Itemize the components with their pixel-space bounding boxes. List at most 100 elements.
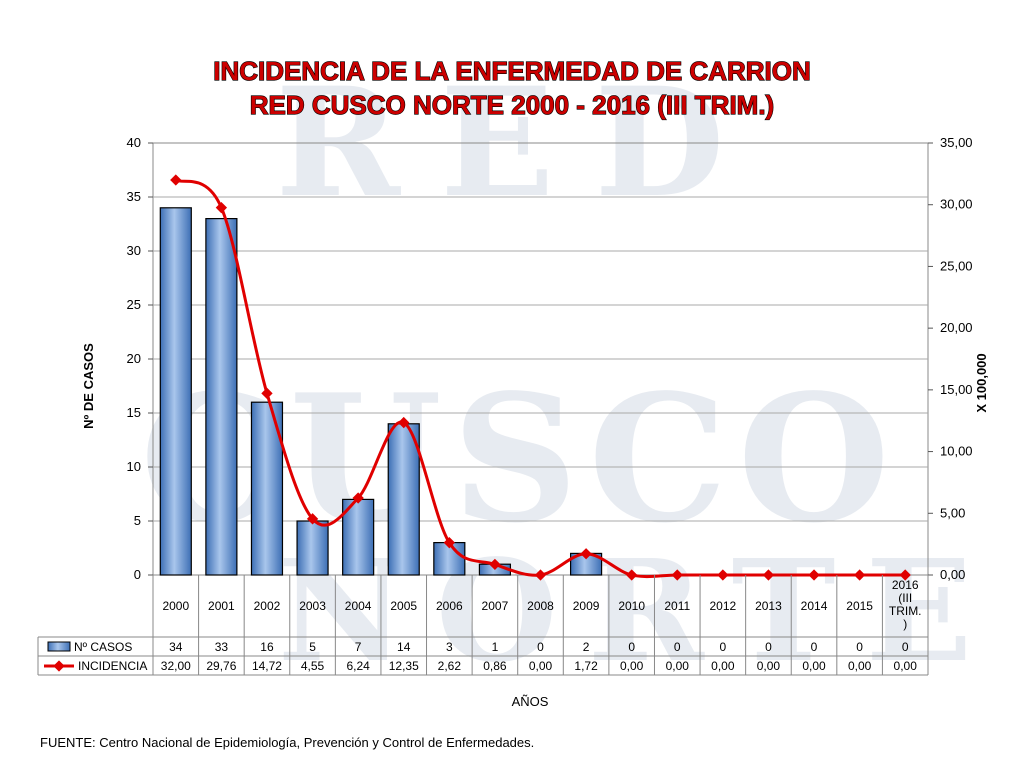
bar-2005 [387, 423, 420, 576]
y2-tick-label: 0,00 [940, 567, 965, 582]
table-cell-casos-2009: 2 [583, 640, 590, 654]
incidence-point-2015 [853, 569, 866, 581]
y2-tick-label: 25,00 [940, 258, 973, 273]
incidence-point-2005 [398, 416, 410, 429]
incidence-point-2008 [534, 569, 547, 581]
y2-tick-label: 20,00 [940, 320, 973, 335]
x-category-label-2011: 2011 [664, 599, 690, 613]
table-cell-casos-2002: 16 [260, 640, 274, 654]
data-table: 2000 2001 2002 2003 2004 2005 2006 2007 2008 2009… [37, 575, 929, 676]
incidence-point-2002 [261, 387, 273, 399]
incidence-point-2003 [306, 513, 319, 525]
y2-tick-label: 15,00 [940, 382, 973, 397]
incidence-point-2000 [170, 174, 182, 186]
table-cell-casos-2008: 0 [537, 640, 544, 654]
y-tick-label: 25 [127, 297, 141, 312]
table-cell-incidencia-2013: 0,00 [757, 659, 781, 673]
table-cell-casos-2016 (III TRIM.): 0 [902, 640, 909, 654]
table-cell-casos-2006: 3 [446, 640, 453, 654]
table-cell-casos-2004: 7 [355, 640, 362, 654]
y-tick-label: 5 [134, 513, 141, 528]
chart-title-line-1: INCIDENCIA DE LA ENFERMEDAD DE CARRION [213, 56, 811, 86]
chart-title-line-2: RED CUSCO NORTE 2000 - 2016 (III TRIM.) [250, 90, 774, 120]
incidence-point-2012 [717, 569, 729, 581]
table-cell-casos-2010: 0 [628, 640, 635, 654]
incidence-point-2007 [489, 558, 501, 571]
x-category-label-2012: 2012 [710, 599, 737, 613]
x-axis-title: AÑOS [512, 694, 549, 709]
table-cell-incidencia-2000: 32,00 [161, 659, 191, 673]
bar-2003 [296, 520, 329, 576]
table-cell-incidencia-2011: 0,00 [666, 659, 690, 673]
x-category-label-2015: 2015 [846, 599, 873, 613]
table-cell-incidencia-2015: 0,00 [848, 659, 872, 673]
incidence-point-2001 [215, 202, 228, 214]
table-cell-casos-2003: 5 [309, 640, 316, 654]
legend-bar-label: Nº CASOS [74, 640, 132, 654]
table-cell-casos-2014: 0 [811, 640, 818, 654]
x-category-label-2010: 2010 [618, 599, 645, 613]
x-category-label-2000: 2000 [162, 599, 189, 613]
bar-2004 [342, 498, 375, 576]
legend-bar-key [47, 641, 71, 652]
bar-2001 [205, 218, 238, 576]
table-cell-casos-2015: 0 [856, 640, 863, 654]
x-category-label-2005: 2005 [390, 599, 417, 613]
x-category-label-2013: 2013 [755, 599, 782, 613]
x-category-label-2001: 2001 [208, 599, 235, 613]
y-tick-label: 10 [127, 459, 141, 474]
legend-line-marker [53, 660, 65, 672]
table-cell-incidencia-2002: 14,72 [252, 659, 282, 673]
table-cell-incidencia-2001: 29,76 [206, 659, 236, 673]
x-category-label-2007: 2007 [482, 599, 509, 613]
y-tick-label: 30 [127, 243, 141, 258]
incidence-point-2014 [808, 569, 820, 581]
x-category-label-2016 (III TRIM.): 2016 (III TRIM.) [889, 578, 922, 631]
y2-tick-label: 10,00 [940, 444, 973, 459]
table-cell-incidencia-2012: 0,00 [711, 659, 735, 673]
table-cell-incidencia-2010: 0,00 [620, 659, 644, 673]
y-tick-label: 20 [127, 351, 141, 366]
table-cell-incidencia-2008: 0,00 [529, 659, 553, 673]
x-category-label-2008: 2008 [527, 599, 554, 613]
y2-tick-label: 5,00 [940, 505, 965, 520]
y-tick-label: 15 [127, 405, 141, 420]
table-cell-incidencia-2004: 6,24 [346, 659, 370, 673]
table-cell-incidencia-2005: 12,35 [389, 659, 419, 673]
incidence-point-2004 [352, 492, 364, 504]
table-cell-casos-2012: 0 [720, 640, 727, 654]
table-cell-incidencia-2003: 4,55 [301, 659, 325, 673]
x-category-label-2004: 2004 [345, 599, 372, 613]
table-cell-casos-2013: 0 [765, 640, 772, 654]
incidence-point-2013 [762, 569, 775, 581]
incidence-point-2006 [443, 537, 455, 549]
x-category-label-2003: 2003 [299, 599, 326, 613]
y2-tick-label: 35,00 [940, 135, 973, 150]
x-category-label-2002: 2002 [254, 599, 281, 613]
x-category-label-2014: 2014 [801, 599, 828, 613]
incidence-point-2010 [626, 569, 638, 581]
y-tick-label: 0 [134, 567, 141, 582]
plot-area: 0 5 10 15 20 25 30 35 40 0,00 5,00 10,00 15,00 20,00 2… [127, 135, 973, 582]
incidence-point-2009 [580, 548, 592, 560]
table-cell-incidencia-2014: 0,00 [802, 659, 826, 673]
table-cell-casos-2005: 14 [397, 640, 411, 654]
table-cell-incidencia-2007: 0,86 [483, 659, 507, 673]
x-category-label-2006: 2006 [436, 599, 463, 613]
source-note: FUENTE: Centro Nacional de Epidemiología… [40, 735, 535, 750]
y2-axis-title: X 100,000 [974, 353, 989, 412]
y-tick-label: 40 [127, 135, 141, 150]
table-cell-casos-2000: 34 [169, 640, 183, 654]
legend-line-label: INCIDENCIA [78, 659, 147, 673]
y-tick-label: 35 [127, 189, 141, 204]
table-cell-incidencia-2016 (III TRIM.): 0,00 [894, 659, 918, 673]
table-cell-incidencia-2006: 2,62 [438, 659, 462, 673]
table-cell-incidencia-2009: 1,72 [574, 659, 598, 673]
table-cell-casos-2011: 0 [674, 640, 681, 654]
y2-tick-label: 30,00 [940, 197, 973, 212]
table-cell-casos-2007: 1 [492, 640, 499, 654]
table-cell-casos-2001: 33 [215, 640, 229, 654]
x-category-label-2009: 2009 [573, 599, 600, 613]
bar-2000 [159, 207, 192, 576]
